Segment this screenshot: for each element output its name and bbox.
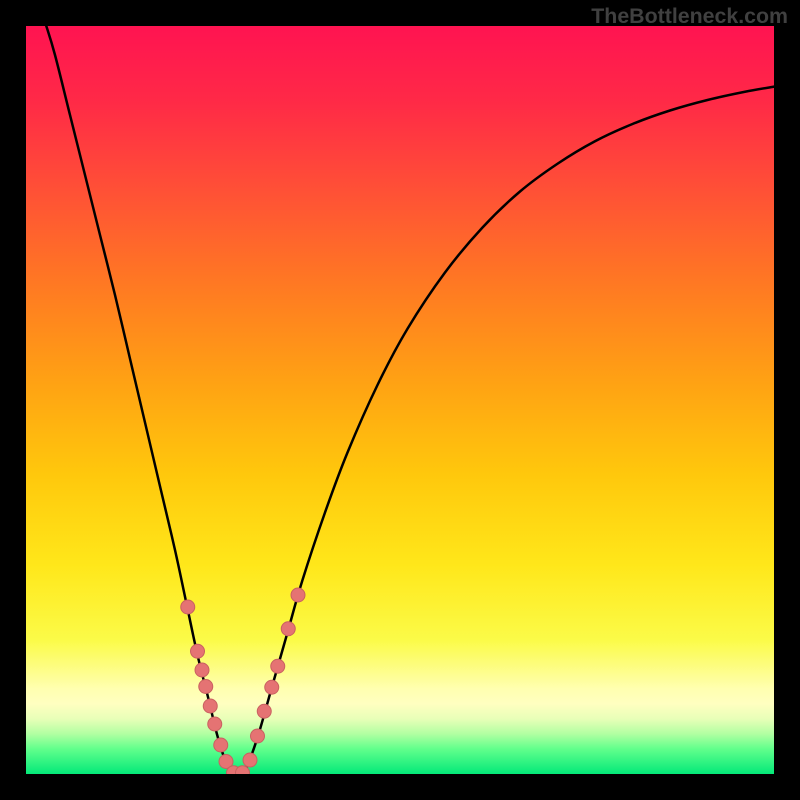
- marker-dot: [191, 644, 205, 658]
- data-markers: [0, 0, 800, 800]
- marker-dot: [243, 753, 257, 767]
- marker-dot: [195, 663, 209, 677]
- marker-dot: [214, 738, 228, 752]
- marker-dot: [271, 659, 285, 673]
- marker-dot: [265, 680, 279, 694]
- marker-dot: [203, 699, 217, 713]
- marker-dot: [251, 729, 265, 743]
- bottleneck-chart: TheBottleneck.com: [0, 0, 800, 800]
- marker-dot: [181, 600, 195, 614]
- marker-dot: [208, 717, 222, 731]
- watermark-text: TheBottleneck.com: [591, 4, 788, 29]
- marker-dot: [236, 766, 250, 780]
- marker-dot: [281, 622, 295, 636]
- marker-dot: [291, 588, 305, 602]
- marker-dot: [257, 704, 271, 718]
- marker-dot: [199, 680, 213, 694]
